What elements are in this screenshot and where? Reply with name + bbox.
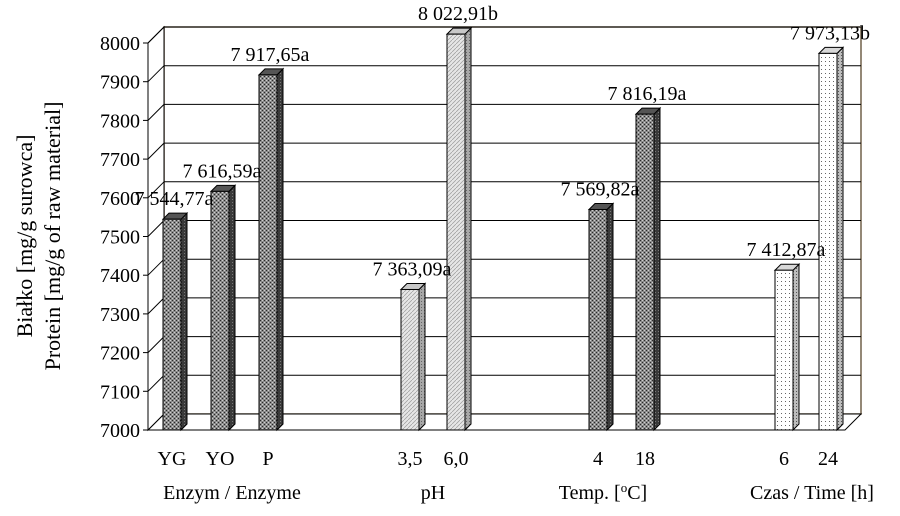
x-group-label: Temp. [oC] [559,480,647,505]
y-tick-label: 7100 [100,381,140,403]
gridline-depth [147,104,165,121]
gridline-depth [147,297,165,315]
bar-data-label: 7 569,82a [561,178,640,200]
gridline-depth [147,374,165,392]
x-group-label: Enzym / Enzyme [163,482,301,504]
bar [210,190,230,431]
bar-data-label: 7 544,77a [135,188,214,210]
gridline-depth [147,26,165,44]
plot-floor [146,413,863,431]
bar [162,218,182,431]
y-tick-label: 8000 [100,33,140,55]
bar-data-label: 7 917,65a [231,44,310,66]
x-tick-label: 24 [818,448,838,470]
plot-area [146,25,863,432]
bar-data-label: 7 412,87a [747,239,826,261]
bar-data-label: 7 816,19a [608,83,687,105]
bar-data-label: 7 363,09a [373,258,452,280]
bar-data-label: 8 022,91b [418,3,498,25]
y-tick-label: 7800 [100,110,140,132]
x-tick-label: P [262,448,273,470]
y-tick-label: 7000 [100,420,140,442]
gridline-depth [147,258,165,276]
x-tick-label: 3,5 [398,448,423,470]
x-group-label: pH [421,482,445,504]
gridline-depth [147,336,165,353]
y-tick-label: 7300 [100,304,140,326]
bar [258,74,278,431]
gridline-depth [147,142,165,160]
y-tick-label: 7700 [100,149,140,171]
y-axis-title-line1: Białko [mg/g surowca] [12,135,37,338]
y-tick-label: 7400 [100,265,140,287]
y-tick-label: 7600 [100,188,140,210]
bar [400,288,420,431]
y-tick-label: 7200 [100,343,140,365]
gridline-depth [147,65,165,83]
bar-data-label: 7 973,13b [790,22,870,44]
data-labels: 7 544,77a 7 616,59a 7 917,65a 7 363,09a 8 02… [135,3,870,280]
gridline-depth [147,220,165,237]
gridline-depth [147,181,165,199]
y-tick-label: 7500 [100,227,140,249]
bar [446,33,466,431]
x-tick-label: 6 [779,448,789,470]
x-tick-label: 6,0 [444,448,469,470]
x-tick-label: 4 [593,448,603,470]
x-tick-label: YO [206,448,235,470]
bar-side [418,282,426,432]
bar [588,208,608,431]
bar-side [276,67,284,432]
bar [635,113,655,431]
bar-data-label: 7 616,59a [183,160,262,182]
bar-side [606,202,614,432]
bar-side [836,46,844,432]
y-tick-label: 7900 [100,72,140,94]
x-tick-label: YG [158,448,187,470]
bar-side [228,184,236,432]
bar-side [180,211,188,432]
bar-side [464,26,472,432]
bar-side [792,263,800,432]
bar-side [653,106,661,432]
y-axis-title-line2: Protein [mg/g of raw material] [40,102,65,371]
axes: 7000 7100 7200 7300 7400 7500 7600 7700 7800 7900… [100,33,874,504]
x-tick-label: 18 [635,448,655,470]
x-group-label: Czas / Time [h] [750,482,874,504]
bar [774,269,794,431]
